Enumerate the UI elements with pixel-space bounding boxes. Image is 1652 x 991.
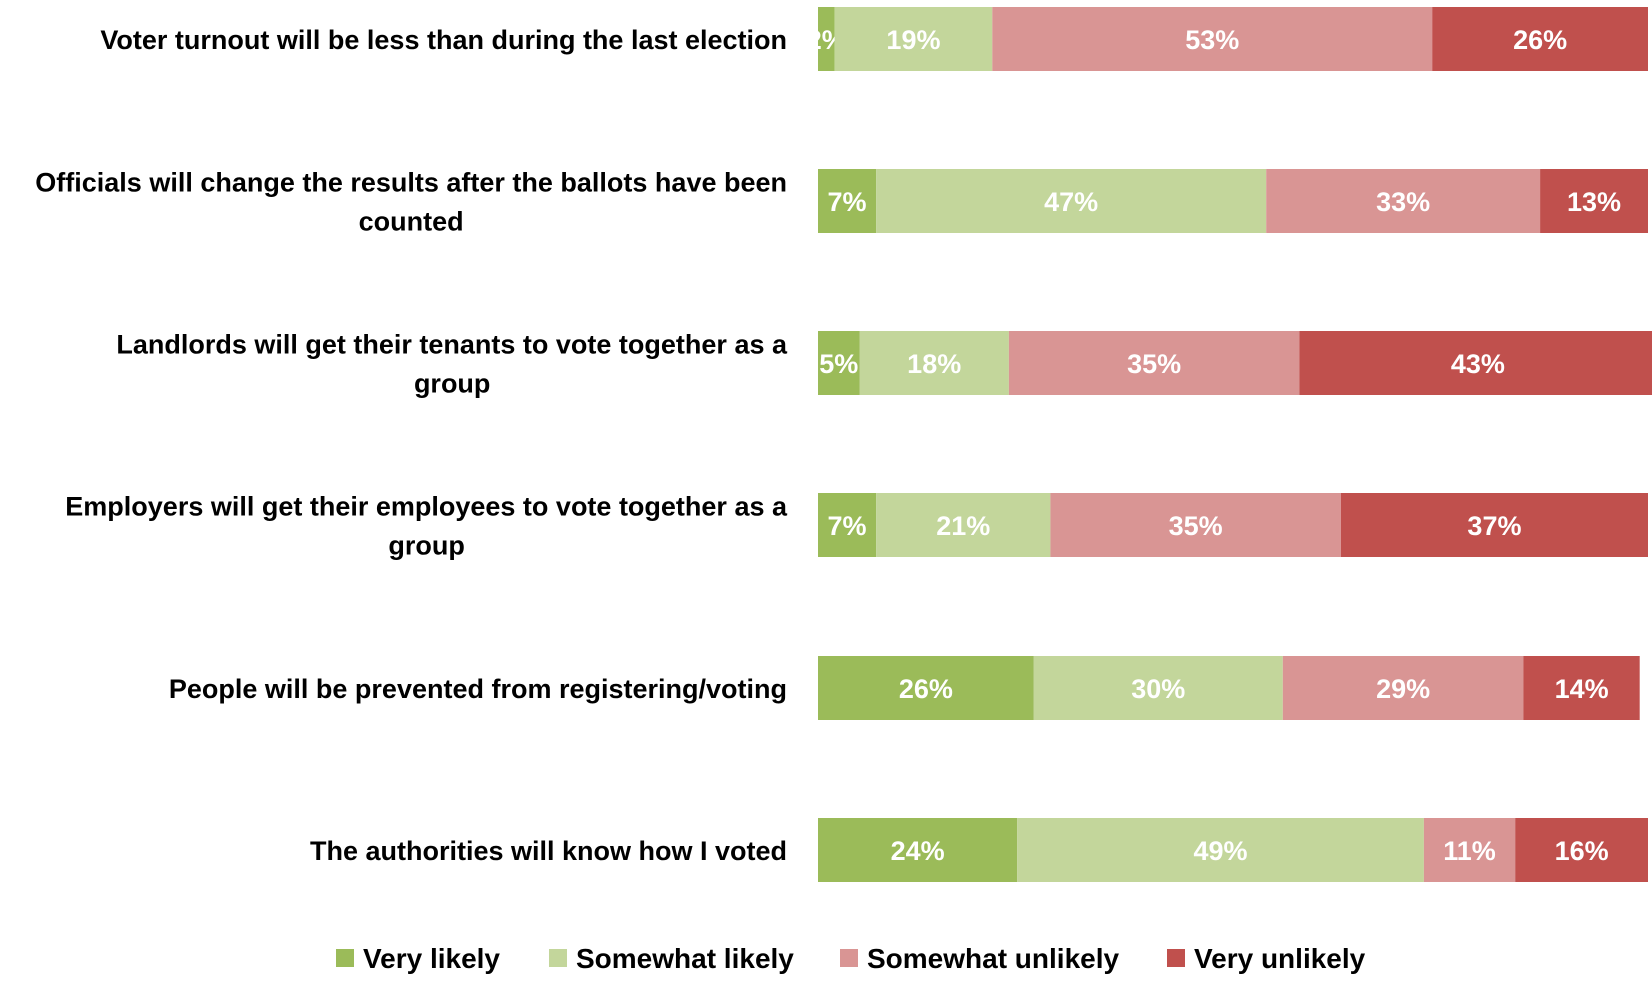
category-label: Landlords will get their tenants to vote… [116, 330, 788, 360]
bar-segment-very-unlikely [1432, 7, 1648, 71]
bar-segment-somewhat-likely [876, 169, 1267, 233]
bar-segment-very-likely [818, 656, 1034, 720]
bar-segment-very-unlikely [1515, 818, 1648, 882]
legend-item-very-likely: Very likely [336, 943, 500, 974]
bar-segment-somewhat-unlikely [1050, 493, 1341, 557]
bar-segment-somewhat-unlikely [1008, 331, 1300, 395]
legend-label: Somewhat likely [576, 943, 794, 974]
legend-swatch [1167, 949, 1185, 967]
data-label: 29% [1376, 674, 1430, 704]
legend-label: Somewhat unlikely [867, 943, 1119, 974]
data-label: 14% [1555, 674, 1609, 704]
bar-segment-somewhat-likely [1033, 656, 1283, 720]
legend-item-somewhat-likely: Somewhat likely [549, 943, 794, 974]
bar-segment-very-likely [818, 7, 835, 71]
legend-swatch [840, 949, 858, 967]
data-label: 35% [1127, 349, 1181, 379]
category-label: Employers will get their employees to vo… [65, 492, 788, 522]
bar-segment-very-likely [818, 169, 877, 233]
legend-swatch [549, 949, 567, 967]
data-label: 30% [1131, 674, 1185, 704]
data-label: 7% [828, 187, 867, 217]
data-label: 49% [1194, 836, 1248, 866]
data-label: 35% [1169, 511, 1223, 541]
bar-segment-somewhat-unlikely [1282, 656, 1524, 720]
category-label: People will be prevented from registerin… [169, 674, 787, 704]
data-label: 26% [899, 674, 953, 704]
data-label: 47% [1044, 187, 1098, 217]
data-label: 53% [1185, 25, 1239, 55]
data-label: 19% [886, 25, 940, 55]
data-label: 11% [1443, 836, 1496, 866]
data-label: 13% [1567, 187, 1621, 217]
bar-segment-somewhat-likely [859, 331, 1009, 395]
legend-label: Very unlikely [1194, 943, 1366, 974]
category-label: group [414, 369, 490, 399]
data-label: 16% [1555, 836, 1609, 866]
bar-segment-very-unlikely [1299, 331, 1652, 395]
data-label: 24% [891, 836, 945, 866]
data-label: 7% [828, 511, 867, 541]
category-label: group [388, 531, 464, 561]
data-label: 43% [1451, 349, 1505, 379]
data-label: 26% [1513, 25, 1567, 55]
bar-segment-very-unlikely [1540, 169, 1648, 233]
legend: Very likely Somewhat likely Somewhat unlik… [336, 943, 1366, 974]
category-label: Voter turnout will be less than during t… [100, 25, 787, 55]
bar-segment-very-likely [818, 818, 1018, 882]
category-label: counted [359, 207, 464, 237]
legend-swatch [336, 949, 354, 967]
data-label: 21% [936, 511, 990, 541]
bar-segment-very-unlikely [1523, 656, 1640, 720]
bars: 2% 19% 53% 26%7% 47% 33% 13%5% 18% 35% 43%7% 21% 35… [818, 7, 1652, 882]
data-label: 37% [1467, 511, 1521, 541]
data-label: 33% [1376, 187, 1430, 217]
data-label: 18% [907, 349, 961, 379]
legend-item-somewhat-unlikely: Somewhat unlikely [840, 943, 1119, 974]
bar-segment-somewhat-unlikely [1266, 169, 1541, 233]
data-label: 5% [819, 349, 858, 379]
category-label: The authorities will know how I voted [310, 836, 787, 866]
category-label: Officials will change the results after … [35, 168, 787, 198]
category-labels: Voter turnout will be less than during t… [35, 25, 788, 866]
bar-segment-somewhat-likely [834, 7, 993, 71]
bar-segment-very-likely [818, 331, 860, 395]
bar-segment-very-likely [818, 493, 877, 557]
bar-segment-somewhat-unlikely [1423, 818, 1516, 882]
bar-segment-somewhat-unlikely [992, 7, 1433, 71]
bar-segment-somewhat-likely [876, 493, 1051, 557]
legend-label: Very likely [363, 943, 500, 974]
legend-item-very-unlikely: Very unlikely [1167, 943, 1366, 974]
bar-segment-somewhat-likely [1017, 818, 1424, 882]
bar-segment-very-unlikely [1340, 493, 1648, 557]
